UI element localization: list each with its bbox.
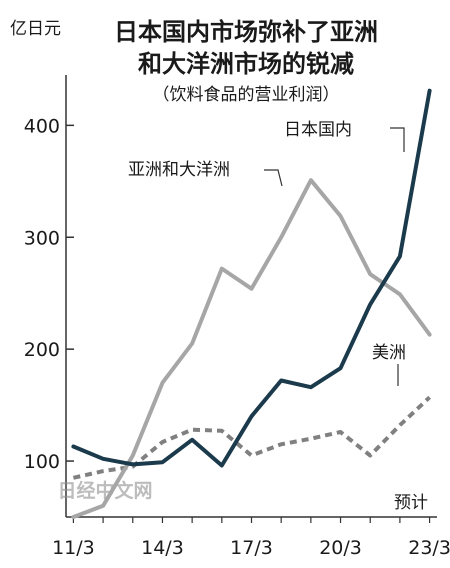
x-tick-label: 17/3 (230, 537, 273, 559)
series-label-japan: 日本国内 (284, 120, 352, 140)
y-tick-label: 100 (24, 451, 60, 473)
leader-line-asia-oceania (264, 169, 283, 187)
y-tick-label: 400 (24, 115, 60, 137)
x-tick-label: 14/3 (141, 537, 184, 559)
x-tick-label: 23/3 (408, 537, 450, 559)
watermark: 日经中文网 (57, 479, 152, 502)
chart-title-line-1: 日本国内市场弥补了亚洲 (114, 18, 378, 46)
series-label-asia-oceania: 亚洲和大洋洲 (128, 160, 230, 180)
series-line-asia-oceania (71, 178, 432, 519)
series-lines (71, 88, 432, 519)
x-tick-label: 11/3 (52, 537, 95, 559)
x-axis-ticks: 11/3 14/3 17/3 20/3 23/3 (52, 517, 450, 559)
y-axis-ticks: 100 200 300 400 (24, 115, 74, 473)
forecast-note: 预计 (394, 493, 428, 513)
y-tick-label: 200 (24, 339, 60, 361)
series-line-americas (72, 395, 431, 480)
leader-line-japan (390, 127, 405, 152)
y-axis-unit-label: 亿日元 (10, 19, 61, 39)
chart-subtitle: （饮料食品的营业利润） (153, 85, 340, 105)
series-line-japan (71, 88, 432, 468)
series-label-americas: 美洲 (372, 343, 406, 363)
x-tick-label: 20/3 (319, 537, 362, 559)
y-tick-label: 300 (24, 227, 60, 249)
chart-title-line-2: 和大洋洲市场的锐减 (138, 50, 354, 78)
